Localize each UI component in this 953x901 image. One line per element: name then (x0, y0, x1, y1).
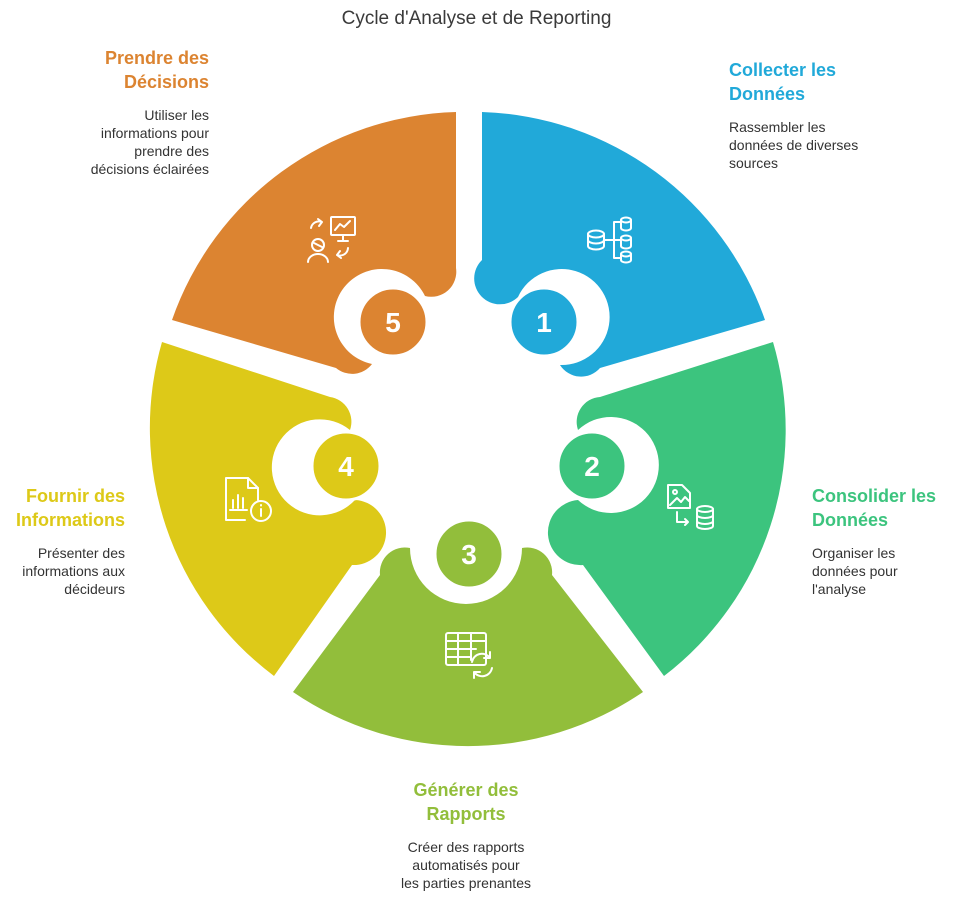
step-4-description: Présenter des informations aux décideurs (4, 544, 125, 598)
step-1-title: Collecter les Données (729, 58, 929, 106)
step-5-number-badge: 5 (357, 286, 429, 358)
step-2-label: Consolider les Données Organiser les don… (812, 484, 952, 598)
step-5-title: Prendre des Décisions (29, 46, 209, 94)
step-5-desc-line-1: Utiliser les (144, 107, 209, 123)
segment-2[interactable] (547, 342, 786, 676)
step-2-title-line-2: Données (812, 510, 889, 530)
step-2-number: 2 (584, 451, 600, 482)
step-4-desc-line-3: décideurs (64, 581, 125, 597)
step-1-number: 1 (536, 307, 552, 338)
step-2-desc-line-3: l'analyse (812, 581, 867, 597)
step-5-number-circle (357, 286, 429, 358)
step-5-title-line-1: Prendre des (104, 48, 209, 68)
step-4-title-line-2: Informations (15, 510, 125, 530)
step-3-number: 3 (461, 539, 477, 570)
step-2-title-line-1: Consolider les (812, 486, 937, 506)
step-5-desc-line-2: informations pour (100, 125, 209, 141)
segment-4-wedge (149, 342, 387, 676)
segment-1-wedge (474, 112, 765, 377)
step-1-desc-line-2: données de diverses (729, 137, 859, 153)
file-to-database-icon (667, 484, 714, 530)
step-3-desc-line-2: automatisés pour (412, 857, 520, 873)
step-1-number-badge: 1 (508, 286, 580, 358)
step-3-number-circle (433, 518, 505, 590)
segment-3[interactable] (293, 547, 643, 747)
step-4-title-line-1: Fournir des (25, 486, 125, 506)
step-5-desc-line-3: prendre des (134, 143, 209, 159)
step-2-number-badge: 2 (556, 430, 628, 502)
person-presentation-cycle-icon (307, 216, 356, 263)
report-info-icon (225, 477, 272, 522)
step-5-number: 5 (385, 307, 401, 338)
segment-4[interactable] (149, 342, 387, 676)
step-5-description: Utiliser les informations pour prendre d… (29, 106, 209, 178)
step-2-number-circle (556, 430, 628, 502)
step-3-desc-line-1: Créer des rapports (407, 839, 525, 855)
step-3-title-line-2: Rapports (426, 804, 506, 824)
step-1-label: Collecter les Données Rassembler les don… (729, 58, 929, 172)
step-2-desc-line-1: Organiser les (812, 545, 896, 561)
step-1-number-circle (508, 286, 580, 358)
step-2-title: Consolider les Données (812, 484, 952, 532)
step-3-description: Créer des rapports automatisés pour les … (366, 838, 566, 892)
step-1-title-line-1: Collecter les (729, 60, 837, 80)
step-3-number-badge: 3 (433, 518, 505, 590)
step-2-description: Organiser les données pour l'analyse (812, 544, 952, 598)
segment-2-wedge (547, 342, 786, 676)
step-1-title-line-2: Données (729, 84, 806, 104)
table-refresh-icon (445, 632, 493, 679)
step-4-number-circle (310, 430, 382, 502)
step-4-label: Fournir des Informations Présenter des i… (4, 484, 125, 598)
step-2-desc-line-2: données pour (812, 563, 898, 579)
step-3-label: Générer des Rapports Créer des rapports … (366, 778, 566, 892)
step-5-title-line-2: Décisions (123, 72, 209, 92)
segment-1[interactable] (474, 112, 765, 377)
segment-3-wedge (293, 547, 643, 747)
step-4-number: 4 (338, 451, 354, 482)
step-3-desc-line-3: les parties prenantes (401, 875, 531, 891)
step-5-label: Prendre des Décisions Utiliser les infor… (29, 46, 209, 178)
step-4-desc-line-2: informations aux (22, 563, 125, 579)
database-network-icon (587, 216, 632, 264)
step-3-title: Générer des Rapports (366, 778, 566, 826)
step-1-desc-line-1: Rassembler les (729, 119, 826, 135)
diagram-title: Cycle d'Analyse et de Reporting (341, 8, 612, 29)
step-5-desc-line-4: décisions éclairées (90, 161, 209, 177)
step-4-desc-line-1: Présenter des (37, 545, 125, 561)
step-1-description: Rassembler les données de diverses sourc… (729, 118, 929, 172)
step-4-number-badge: 4 (310, 430, 382, 502)
step-1-desc-line-3: sources (729, 155, 779, 171)
step-3-title-line-1: Générer des (413, 780, 519, 800)
step-4-title: Fournir des Informations (4, 484, 125, 532)
